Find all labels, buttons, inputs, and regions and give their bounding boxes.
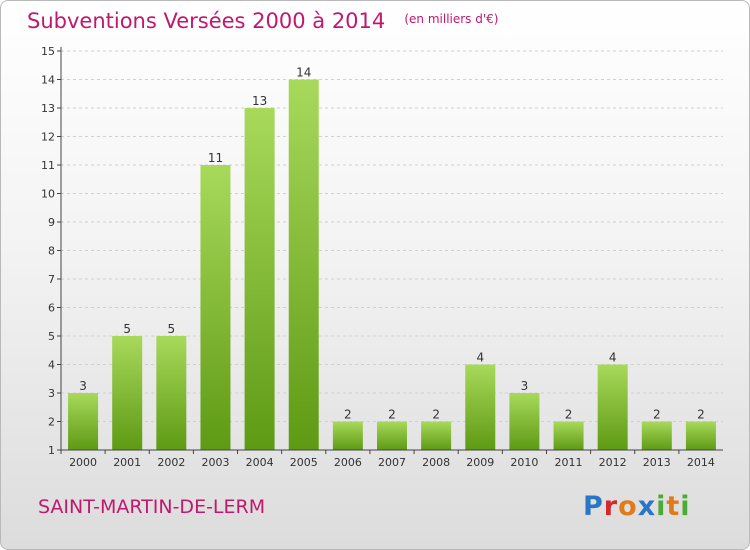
data-label: 11 bbox=[208, 151, 223, 165]
logo-letter: P bbox=[583, 491, 604, 522]
x-tick-label: 2006 bbox=[334, 456, 362, 469]
y-tick-label: 13 bbox=[41, 102, 55, 115]
bar-2008 bbox=[421, 421, 452, 450]
bar-2006 bbox=[332, 421, 363, 450]
y-tick-label: 3 bbox=[48, 387, 55, 400]
bar-2005 bbox=[288, 79, 319, 450]
x-tick-label: 2009 bbox=[466, 456, 494, 469]
y-tick-label: 9 bbox=[48, 216, 55, 229]
y-tick-label: 11 bbox=[41, 159, 55, 172]
y-tick-label: 8 bbox=[48, 245, 55, 258]
x-tick-label: 2001 bbox=[113, 456, 141, 469]
title-row: Subventions Versées 2000 à 2014 (en mill… bbox=[27, 9, 498, 33]
logo-letter: x bbox=[637, 491, 657, 522]
data-label: 4 bbox=[476, 351, 484, 365]
x-tick-label: 2005 bbox=[290, 456, 318, 469]
logo-letter: i bbox=[656, 491, 667, 522]
logo-letter: o bbox=[618, 491, 638, 522]
logo-letter: i bbox=[680, 491, 691, 522]
bar-2014 bbox=[685, 421, 716, 450]
y-tick-label: 6 bbox=[48, 302, 55, 315]
x-tick-label: 2007 bbox=[378, 456, 406, 469]
x-tick-label: 2011 bbox=[555, 456, 583, 469]
data-label: 2 bbox=[344, 408, 352, 422]
bar-2002 bbox=[156, 336, 187, 450]
data-label: 2 bbox=[697, 408, 705, 422]
data-labels: 3 5 5 11 13 14 2 2 2 4 3 2 4 2 2 bbox=[79, 66, 705, 422]
data-label: 2 bbox=[653, 408, 661, 422]
chart-subtitle: (en milliers d'€) bbox=[404, 12, 499, 26]
x-tick-label: 2008 bbox=[422, 456, 450, 469]
data-label: 14 bbox=[296, 66, 311, 80]
data-label: 3 bbox=[79, 379, 87, 393]
x-tick-label: 2013 bbox=[643, 456, 671, 469]
x-tick-label: 2002 bbox=[157, 456, 185, 469]
bar-2013 bbox=[641, 421, 672, 450]
commune-name: SAINT-MARTIN-DE-LERM bbox=[38, 496, 266, 518]
bar-2009 bbox=[465, 364, 496, 450]
data-label: 4 bbox=[609, 351, 617, 365]
x-tick-label: 2004 bbox=[246, 456, 274, 469]
y-tick-label: 5 bbox=[48, 330, 55, 343]
x-tick-label: 2014 bbox=[687, 456, 715, 469]
bar-2011 bbox=[553, 421, 584, 450]
data-label: 3 bbox=[521, 379, 529, 393]
data-label: 13 bbox=[252, 94, 267, 108]
bar-2001 bbox=[112, 336, 143, 450]
data-label: 5 bbox=[123, 322, 131, 336]
y-tick-label: 2 bbox=[48, 416, 55, 429]
y-tick-label: 12 bbox=[41, 131, 55, 144]
data-label: 2 bbox=[565, 408, 573, 422]
x-tick-label: 2003 bbox=[201, 456, 229, 469]
y-tick-label: 15 bbox=[41, 45, 55, 58]
bar-2007 bbox=[377, 421, 407, 450]
bar-2010 bbox=[509, 393, 540, 450]
data-label: 2 bbox=[432, 408, 440, 422]
y-tick-label: 10 bbox=[41, 188, 55, 201]
y-tick-label: 14 bbox=[41, 74, 55, 87]
bars bbox=[68, 79, 716, 450]
logo-letter: r bbox=[603, 491, 619, 522]
chart-title: Subventions Versées 2000 à 2014 bbox=[27, 9, 386, 33]
bar-2003 bbox=[200, 165, 231, 450]
y-tick-label: 7 bbox=[48, 273, 55, 286]
logo-letter: t bbox=[666, 491, 681, 522]
y-tick-label: 4 bbox=[48, 359, 55, 372]
x-tick-label: 2012 bbox=[599, 456, 627, 469]
proxiti-logo: Proxiti bbox=[583, 491, 691, 522]
x-tick-label: 2010 bbox=[510, 456, 538, 469]
data-label: 5 bbox=[168, 322, 176, 336]
bar-2000 bbox=[68, 393, 99, 450]
x-tick-label: 2000 bbox=[69, 456, 97, 469]
bar-2012 bbox=[597, 364, 628, 450]
y-tick-label: 1 bbox=[48, 444, 55, 457]
bar-2004 bbox=[244, 108, 275, 450]
data-label: 2 bbox=[388, 408, 396, 422]
